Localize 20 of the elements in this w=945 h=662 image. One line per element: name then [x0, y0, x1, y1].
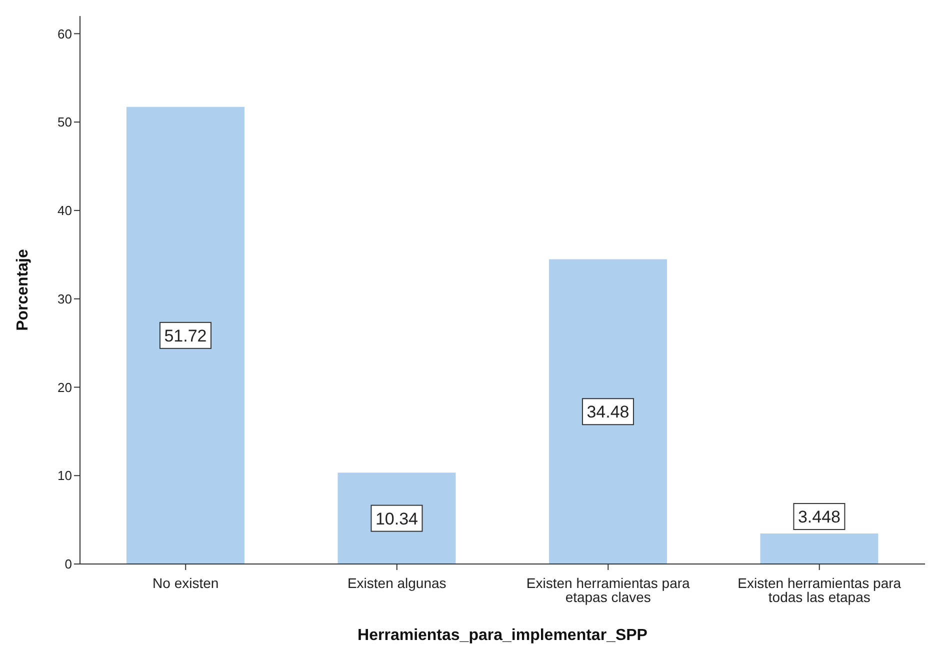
y-tick-label: 40 — [58, 203, 72, 218]
x-tick-label: Existen algunas — [347, 574, 446, 591]
x-tick-label: Existen herramientas para etapas claves — [526, 574, 690, 605]
bar — [126, 106, 244, 564]
data-label: 3.448 — [798, 508, 840, 527]
x-axis-title: Herramientas_para_implementar_SPP — [358, 627, 648, 644]
bar — [548, 259, 667, 564]
bar — [760, 534, 878, 564]
data-label: 34.48 — [586, 402, 630, 422]
data-label: 10.34 — [375, 509, 418, 528]
y-axis-title: Porcentaje — [14, 248, 32, 331]
y-tick-label: 50 — [58, 114, 72, 130]
y-tick-label: 30 — [58, 291, 72, 306]
x-tick-label: Existen herramientas para todas las etapas — [738, 574, 902, 605]
y-tick-label: 60 — [58, 26, 72, 42]
y-tick-label: 0 — [64, 556, 72, 572]
y-tick-label: 20 — [58, 380, 72, 395]
x-tick-label: No existen — [152, 574, 219, 591]
data-label: 51.72 — [164, 326, 207, 346]
y-tick-label: 10 — [58, 468, 72, 484]
